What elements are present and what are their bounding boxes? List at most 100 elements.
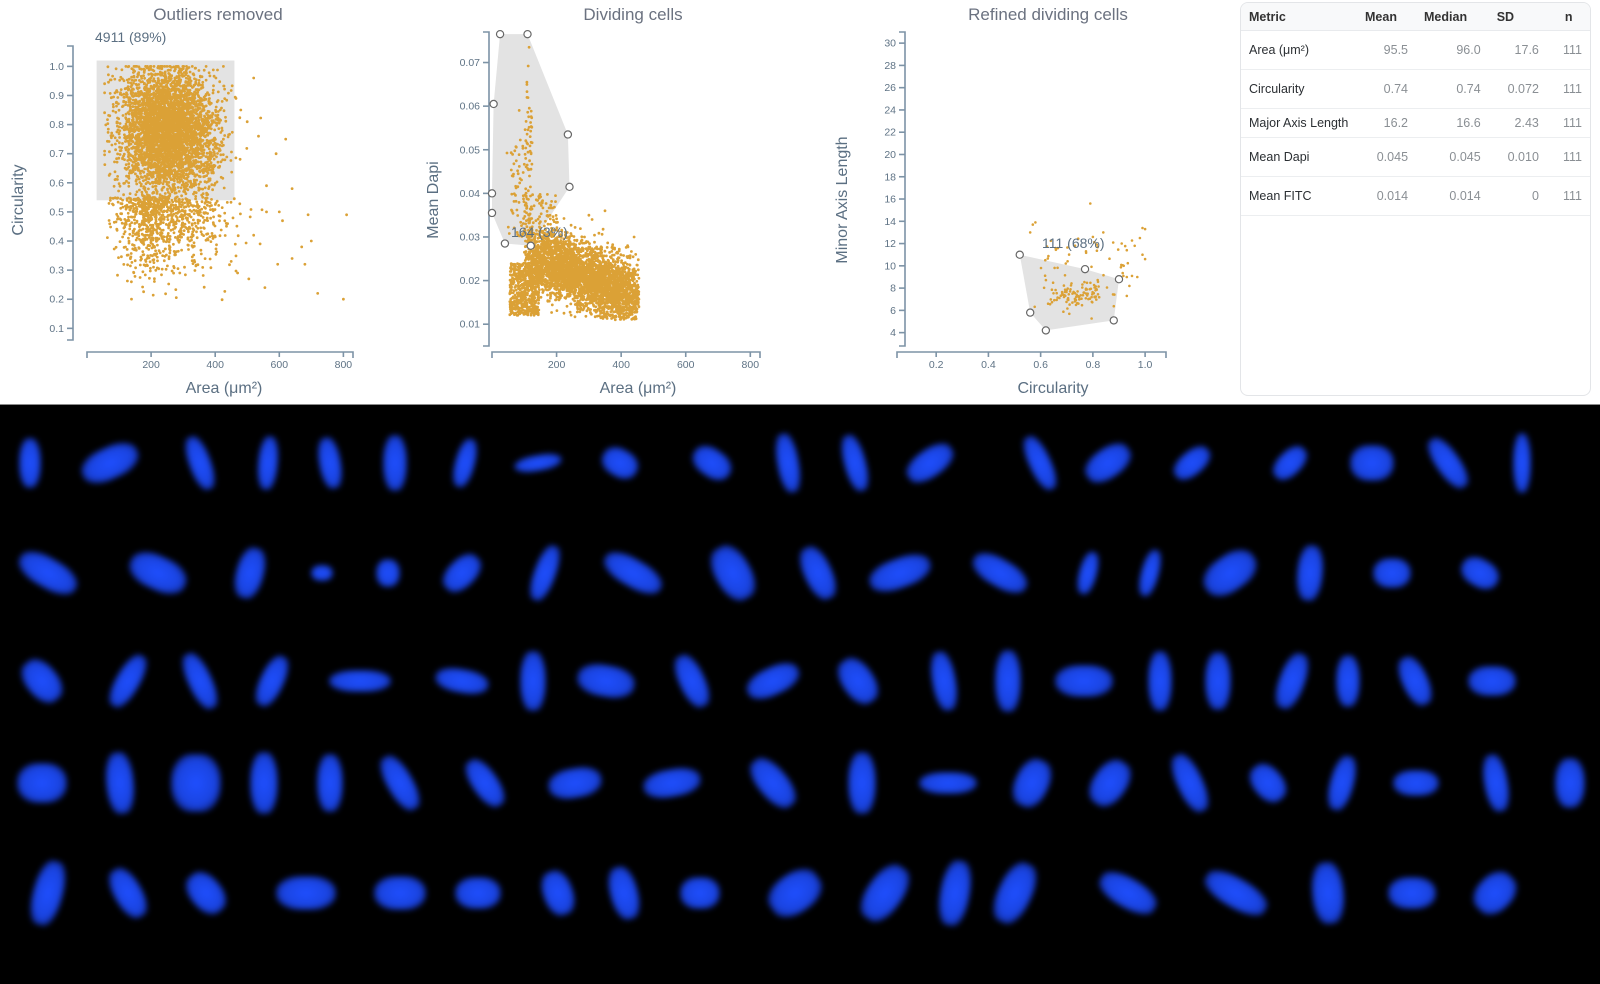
- cell-thumbnail[interactable]: [1421, 432, 1475, 494]
- cell-thumbnail[interactable]: [1148, 651, 1172, 711]
- cell-thumbnail[interactable]: [1006, 753, 1058, 813]
- cell-thumbnail[interactable]: [742, 751, 804, 815]
- cell-thumbnail[interactable]: [1555, 758, 1585, 808]
- cell-thumbnail[interactable]: [995, 650, 1021, 712]
- cell-thumbnail[interactable]: [598, 544, 668, 602]
- cell-thumbnail[interactable]: [986, 856, 1044, 930]
- cell-thumbnail[interactable]: [1294, 543, 1326, 603]
- gate-vertex-handle[interactable]: [523, 29, 532, 39]
- cell-thumbnail[interactable]: [178, 865, 234, 921]
- cell-thumbnail[interactable]: [864, 547, 936, 599]
- cell-thumbnail[interactable]: [103, 750, 137, 816]
- cell-thumbnail[interactable]: [536, 866, 580, 920]
- cell-thumbnail[interactable]: [926, 649, 962, 713]
- scatter-plot-refined-dividing-cells[interactable]: Refined dividing cells 0.2 0.4 0.6 0.8 1.0 4 6…: [820, 0, 1220, 404]
- cell-thumbnail[interactable]: [668, 650, 716, 712]
- cell-thumbnail[interactable]: [436, 547, 488, 599]
- column-header-sd[interactable]: SD: [1488, 3, 1547, 31]
- cell-thumbnail[interactable]: [180, 432, 220, 494]
- cell-thumbnail[interactable]: [1323, 752, 1361, 814]
- gate-vertex-handle[interactable]: [487, 208, 497, 218]
- cell-thumbnail[interactable]: [448, 436, 482, 490]
- cell-thumbnail[interactable]: [376, 559, 400, 587]
- cell-thumbnail[interactable]: [1199, 863, 1273, 923]
- cell-thumbnail[interactable]: [14, 652, 70, 710]
- cell-thumbnail[interactable]: [1078, 436, 1138, 490]
- cell-thumbnail[interactable]: [760, 860, 830, 926]
- cell-thumbnail[interactable]: [329, 670, 391, 692]
- cell-thumbnail[interactable]: [311, 565, 333, 581]
- cell-thumbnail[interactable]: [1373, 558, 1411, 588]
- cell-thumbnail[interactable]: [702, 538, 764, 608]
- cell-thumbnail[interactable]: [520, 651, 546, 711]
- cell-thumbnail[interactable]: [680, 877, 720, 909]
- cell-thumbnail[interactable]: [19, 438, 41, 488]
- cell-thumbnail[interactable]: [24, 857, 72, 929]
- cell-thumbnail[interactable]: [1055, 665, 1113, 697]
- cell-thumbnail[interactable]: [524, 541, 566, 605]
- cell-thumbnail[interactable]: [249, 651, 295, 711]
- cell-thumbnail[interactable]: [830, 651, 886, 711]
- cell-thumbnail[interactable]: [1073, 549, 1103, 597]
- gate-vertex-handle[interactable]: [1025, 308, 1035, 317]
- cell-thumbnail[interactable]: [383, 435, 407, 491]
- gate-vertex-handle[interactable]: [1041, 326, 1051, 335]
- cell-image-gallery[interactable]: [0, 404, 1600, 984]
- cell-thumbnail[interactable]: [255, 435, 281, 491]
- polygon-gate[interactable]: [1019, 254, 1119, 331]
- cell-thumbnail[interactable]: [596, 441, 644, 485]
- cell-thumbnail[interactable]: [574, 660, 638, 702]
- cell-thumbnail[interactable]: [1466, 864, 1524, 922]
- cell-thumbnail[interactable]: [836, 432, 874, 494]
- cell-thumbnail[interactable]: [171, 754, 221, 812]
- cell-thumbnail[interactable]: [1093, 864, 1163, 922]
- cell-thumbnail[interactable]: [1267, 440, 1313, 486]
- cell-thumbnail[interactable]: [967, 545, 1033, 601]
- cell-thumbnail[interactable]: [229, 544, 271, 602]
- cell-thumbnail[interactable]: [545, 763, 605, 803]
- gate-vertex-handle[interactable]: [1109, 316, 1118, 325]
- cell-thumbnail[interactable]: [374, 876, 426, 910]
- cell-thumbnail[interactable]: [1269, 649, 1315, 713]
- cell-thumbnail[interactable]: [793, 541, 843, 605]
- cell-thumbnail[interactable]: [433, 664, 491, 698]
- cell-thumbnail[interactable]: [1392, 651, 1438, 711]
- column-header-mean[interactable]: Mean: [1357, 3, 1417, 31]
- gate-vertex-handle[interactable]: [565, 182, 574, 192]
- cell-thumbnail[interactable]: [919, 772, 977, 794]
- cell-thumbnail[interactable]: [771, 431, 805, 495]
- cell-thumbnail[interactable]: [250, 752, 278, 814]
- cell-thumbnail[interactable]: [103, 649, 153, 713]
- gate-vertex-handle[interactable]: [526, 241, 535, 250]
- gate-vertex-handle[interactable]: [1015, 250, 1024, 259]
- gate-vertex-handle[interactable]: [495, 29, 505, 39]
- cell-thumbnail[interactable]: [317, 754, 343, 812]
- cell-thumbnail[interactable]: [1168, 440, 1216, 486]
- gate-vertex-handle[interactable]: [500, 239, 510, 248]
- cell-thumbnail[interactable]: [1309, 860, 1347, 926]
- cell-thumbnail[interactable]: [1135, 547, 1165, 599]
- scatter-plot-outliers-removed[interactable]: Outliers removed 200 400 600 800 0.1 0.2 0.3 0.…: [0, 0, 400, 404]
- cell-thumbnail[interactable]: [512, 450, 564, 476]
- cell-thumbnail[interactable]: [741, 656, 805, 706]
- cell-thumbnail[interactable]: [314, 435, 346, 491]
- column-header-median[interactable]: Median: [1416, 3, 1489, 31]
- gate-vertex-handle[interactable]: [563, 130, 573, 139]
- cell-thumbnail[interactable]: [1165, 749, 1215, 817]
- cell-thumbnail[interactable]: [1336, 655, 1360, 707]
- cell-thumbnail[interactable]: [1243, 757, 1293, 809]
- cell-thumbnail[interactable]: [1205, 652, 1231, 710]
- cell-thumbnail[interactable]: [852, 857, 918, 929]
- cell-thumbnail[interactable]: [102, 862, 154, 924]
- cell-thumbnail[interactable]: [455, 877, 501, 909]
- cell-thumbnail[interactable]: [848, 752, 876, 814]
- cell-thumbnail[interactable]: [1350, 445, 1394, 481]
- gate-vertex-handle[interactable]: [487, 189, 497, 198]
- cell-thumbnail[interactable]: [934, 857, 976, 929]
- cell-thumbnail[interactable]: [1017, 432, 1063, 494]
- gate-vertex-handle[interactable]: [1080, 264, 1090, 274]
- cell-thumbnail[interactable]: [1479, 752, 1513, 814]
- cell-thumbnail[interactable]: [1081, 752, 1139, 814]
- cell-thumbnail[interactable]: [76, 435, 144, 491]
- cell-thumbnail[interactable]: [1195, 541, 1265, 605]
